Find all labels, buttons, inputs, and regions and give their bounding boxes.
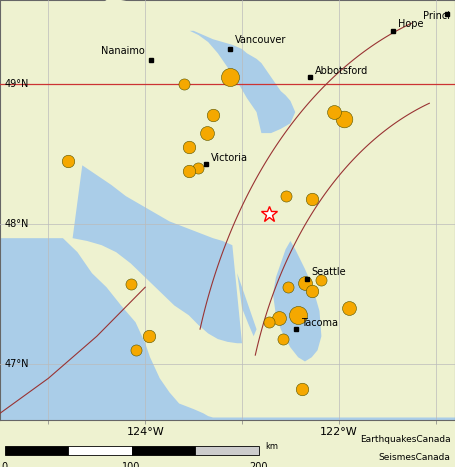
Bar bbox=[131, 446, 195, 455]
Text: 48°N: 48°N bbox=[5, 219, 29, 229]
Text: SeismesCanada: SeismesCanada bbox=[379, 453, 450, 462]
Text: Princi: Princi bbox=[423, 11, 450, 21]
Text: km: km bbox=[265, 442, 278, 451]
Text: Victoria: Victoria bbox=[211, 153, 248, 163]
Text: Vancouver: Vancouver bbox=[235, 35, 287, 45]
Text: Seattle: Seattle bbox=[312, 268, 346, 277]
Text: Hope: Hope bbox=[398, 20, 424, 29]
Text: Tacoma: Tacoma bbox=[301, 318, 338, 328]
Text: 100: 100 bbox=[122, 461, 141, 467]
Polygon shape bbox=[97, 0, 261, 171]
Polygon shape bbox=[0, 0, 455, 417]
Text: 47°N: 47°N bbox=[5, 359, 29, 369]
Text: 200: 200 bbox=[249, 461, 268, 467]
Text: Nanaimo: Nanaimo bbox=[101, 46, 145, 56]
Polygon shape bbox=[190, 31, 295, 133]
Bar bbox=[195, 446, 258, 455]
Text: 124°W: 124°W bbox=[126, 427, 164, 437]
Text: 49°N: 49°N bbox=[5, 79, 29, 89]
Polygon shape bbox=[273, 241, 321, 361]
Polygon shape bbox=[68, 140, 290, 343]
Text: Abbotsford: Abbotsford bbox=[314, 66, 368, 76]
Bar bbox=[5, 446, 68, 455]
Polygon shape bbox=[208, 119, 237, 147]
Text: 0: 0 bbox=[1, 461, 8, 467]
Bar bbox=[68, 446, 131, 455]
Polygon shape bbox=[237, 273, 257, 336]
Text: EarthquakesCanada: EarthquakesCanada bbox=[360, 435, 450, 444]
Text: 122°W: 122°W bbox=[320, 427, 358, 437]
Polygon shape bbox=[73, 165, 242, 343]
Polygon shape bbox=[233, 126, 276, 161]
